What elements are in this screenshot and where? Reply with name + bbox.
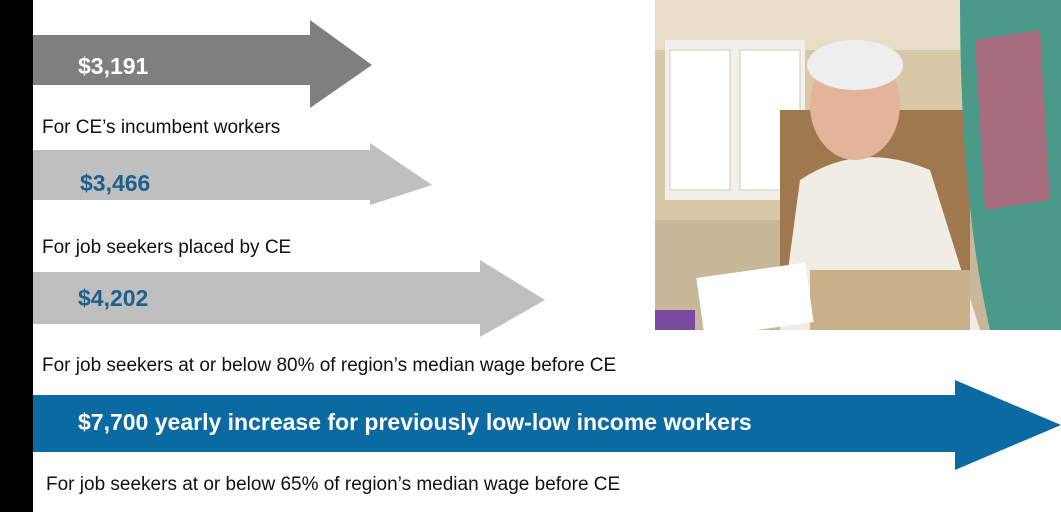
- arrow-value: $4,202: [78, 285, 148, 311]
- photo: [655, 0, 1061, 338]
- arrow: [33, 380, 1061, 470]
- arrow-value: $7,700 yearly increase for previously lo…: [78, 409, 752, 435]
- arrow: [33, 260, 545, 337]
- arrow-value: $3,191: [78, 53, 149, 79]
- arrow-caption: For job seekers at or below 65% of regio…: [46, 474, 620, 495]
- arrow-caption: For job seekers placed by CE: [42, 237, 291, 258]
- arrow: [33, 20, 372, 108]
- arrow-value: $3,466: [80, 170, 150, 196]
- arrow-caption: For job seekers at or below 80% of regio…: [42, 355, 616, 376]
- arrow: [33, 143, 432, 205]
- arrow-caption: For CE’s incumbent workers: [42, 117, 280, 138]
- side-bar: [0, 0, 33, 512]
